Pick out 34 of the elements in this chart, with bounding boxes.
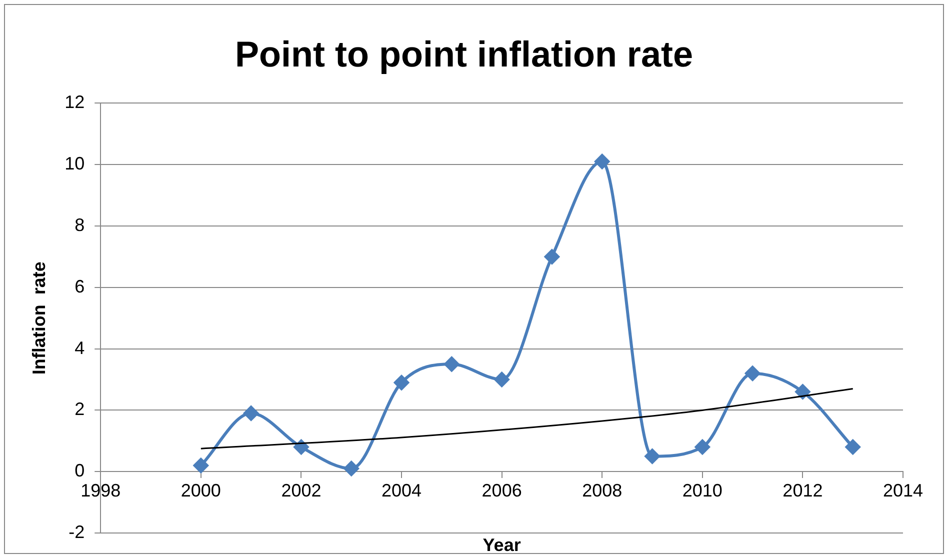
y-tick-label: 12 — [64, 92, 85, 112]
y-tick-label: 10 — [64, 154, 85, 174]
x-tick-label: 2000 — [180, 480, 221, 500]
y-tick-label: 2 — [74, 399, 85, 420]
x-tick-label: 1998 — [80, 480, 121, 500]
y-axis-title: Inflation rate — [28, 262, 49, 375]
point — [193, 458, 208, 473]
point — [444, 356, 460, 372]
x-tick-label: 2002 — [281, 480, 322, 500]
x-tick-label: 2008 — [582, 480, 622, 500]
x-tick-label: 2006 — [482, 480, 522, 500]
x-tick-label: 2010 — [682, 480, 722, 500]
x-tick-label: 2012 — [782, 480, 823, 500]
y-tick-label: 6 — [74, 276, 85, 296]
point — [644, 448, 660, 464]
y-tick-label: 4 — [74, 338, 85, 358]
x-tick-label: 2004 — [381, 480, 422, 500]
point — [244, 406, 259, 421]
point — [494, 372, 510, 387]
point — [694, 440, 710, 455]
y-tick-label: 8 — [74, 214, 85, 235]
point — [745, 366, 760, 381]
x-tick-label: 2014 — [882, 480, 924, 500]
point — [544, 249, 560, 264]
x-axis-title: Year — [482, 534, 521, 555]
point — [845, 440, 860, 455]
line-series — [200, 388, 854, 450]
point — [594, 154, 610, 170]
chart-title: Point to point inflation rate — [235, 34, 693, 75]
y-tick-label: 0 — [74, 460, 85, 481]
point — [795, 384, 810, 400]
point — [394, 375, 410, 390]
y-tick-label: -2 — [68, 522, 85, 542]
point — [344, 461, 359, 476]
